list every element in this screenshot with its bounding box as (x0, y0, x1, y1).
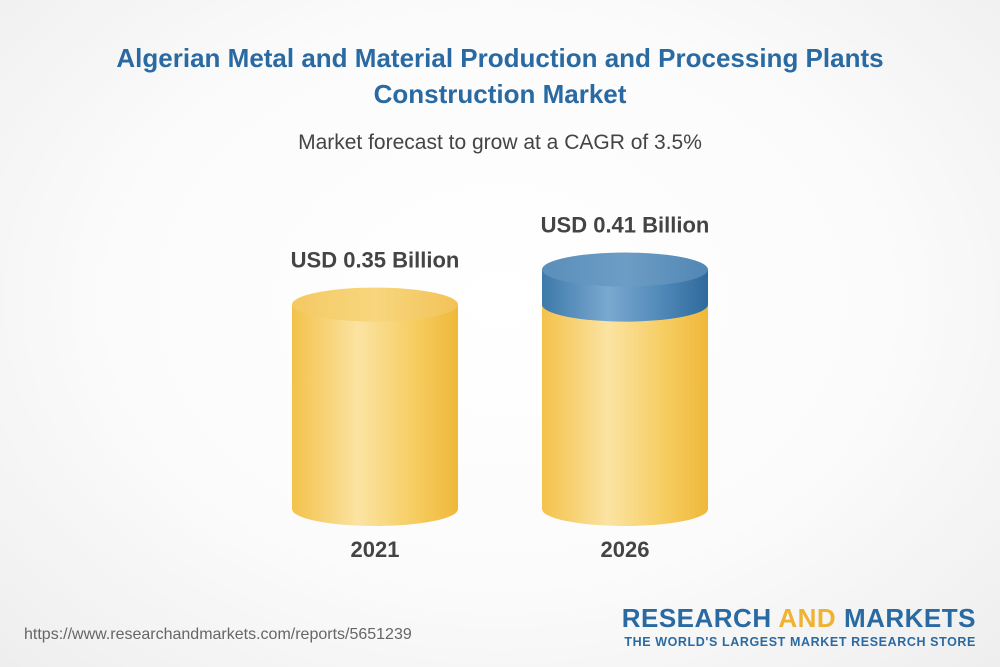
chart-title: Algerian Metal and Material Production a… (40, 40, 960, 112)
bar-2026-base (542, 287, 708, 526)
chart-title-line2: Construction Market (373, 79, 627, 109)
bar-2026-growth-top (542, 252, 708, 287)
chart-subtitle: Market forecast to grow at a CAGR of 3.5… (298, 131, 702, 154)
chart-title-line1: Algerian Metal and Material Production a… (116, 43, 884, 73)
brand-name: RESEARCH AND MARKETS (622, 604, 976, 632)
category-label-2026: 2026 (601, 537, 650, 562)
bar-2021-base-body (292, 304, 458, 526)
value-label-2026: USD 0.41 Billion (541, 213, 710, 238)
bar-2026-base-body (542, 304, 708, 526)
brand-logo: RESEARCH AND MARKETS THE WORLD'S LARGEST… (622, 604, 976, 649)
brand-name-part2: AND (778, 603, 837, 633)
brand-name-part1: RESEARCH (621, 603, 779, 633)
brand-tagline: THE WORLD'S LARGEST MARKET RESEARCH STOR… (624, 635, 976, 649)
bar-2026-growth (542, 252, 708, 322)
brand-name-part3: MARKETS (836, 603, 976, 633)
bar-2021-base-top (292, 287, 458, 322)
source-url[interactable]: https://www.researchandmarkets.com/repor… (24, 626, 412, 643)
bar-2021-base (292, 287, 458, 526)
category-label-2021: 2021 (351, 537, 400, 562)
value-label-2021: USD 0.35 Billion (291, 248, 460, 273)
